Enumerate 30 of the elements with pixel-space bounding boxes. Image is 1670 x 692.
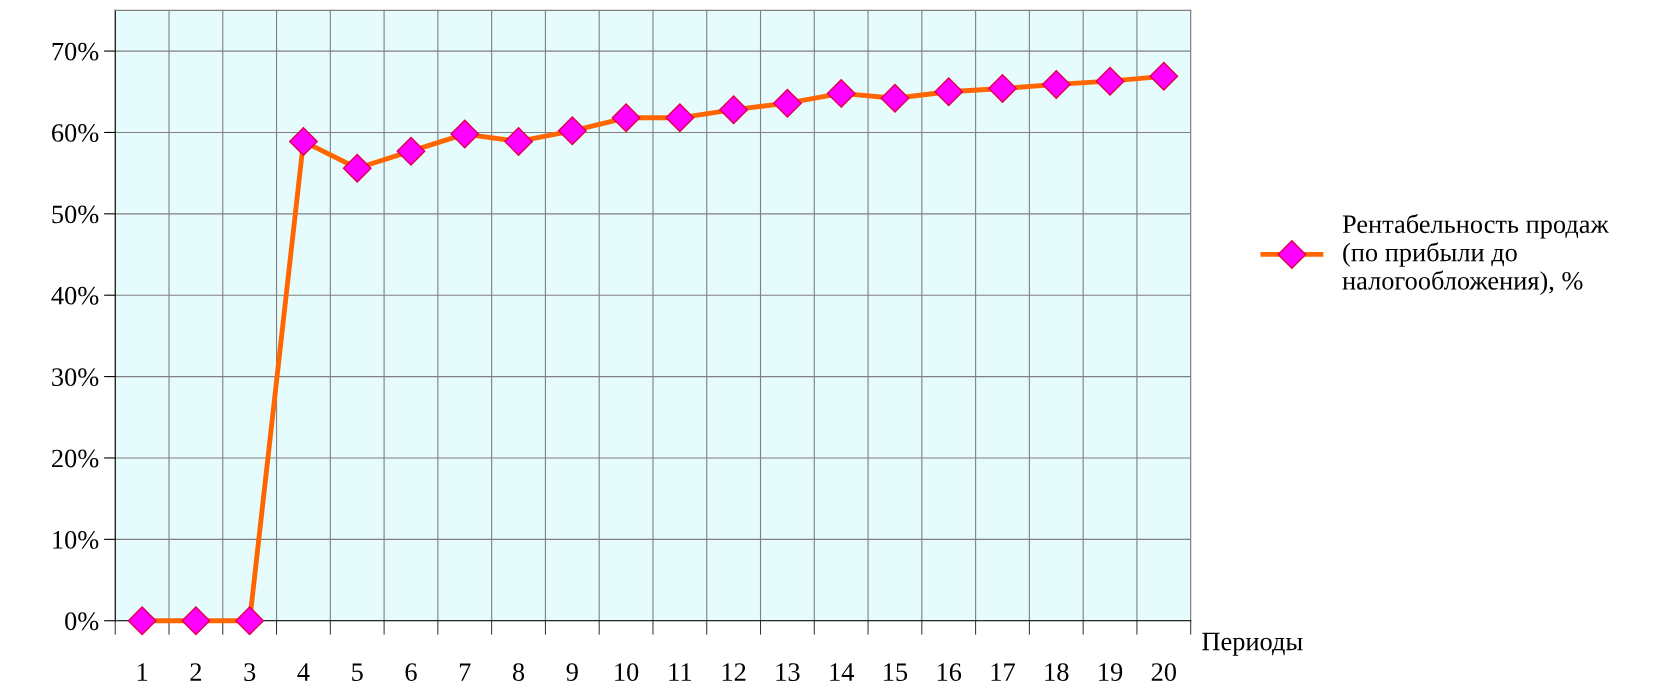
x-tick-label: 3 (244, 663, 256, 681)
x-tick-label: 12 (722, 663, 746, 681)
y-tick-label: 20% (52, 449, 99, 468)
y-tick-label: 30% (52, 368, 99, 387)
x-tick-label: 2 (190, 663, 202, 681)
x-tick-label: 18 (1045, 663, 1069, 681)
legend-label: Рентабельность продаж (по прибыли до налогообложения), % (1342, 213, 1609, 296)
x-tick-label: 5 (352, 663, 363, 681)
y-tick-label: 0% (65, 612, 99, 631)
x-tick-label: 14 (830, 663, 854, 681)
x-tick-label: 15 (884, 663, 908, 681)
x-tick-label: 4 (297, 663, 310, 681)
y-tick-label: 40% (51, 286, 99, 305)
x-tick-label: 19 (1099, 663, 1123, 681)
x-tick-label: 13 (776, 663, 800, 681)
x-tick-label: 7 (459, 663, 471, 681)
y-tick-label: 60% (52, 124, 99, 142)
x-tick-label: 1 (137, 663, 148, 681)
x-tick-label: 10 (615, 663, 639, 681)
x-tick-label: 6 (405, 663, 417, 681)
x-axis-title: Периоды (1202, 632, 1303, 656)
x-tick-label: 20 (1151, 663, 1177, 681)
y-tick-label: 50% (52, 205, 99, 224)
x-tick-label: 17 (991, 663, 1015, 681)
y-tick-label: 10% (53, 530, 99, 549)
x-tick-label: 8 (512, 663, 525, 681)
x-tick-label: 16 (937, 663, 962, 681)
x-tick-label: 11 (669, 663, 691, 681)
y-tick-label: 70% (52, 42, 99, 61)
x-tick-label: 9 (566, 663, 578, 681)
